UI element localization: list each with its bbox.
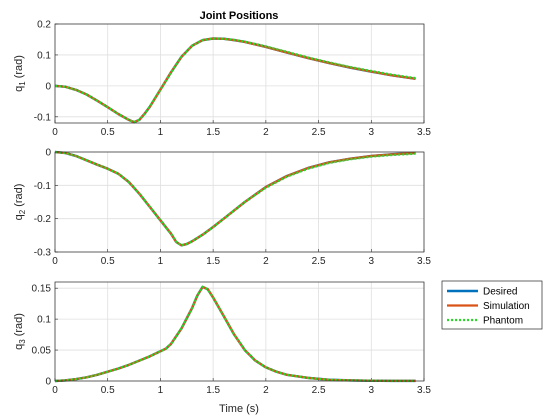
legend-label-phantom: Phantom <box>483 316 523 327</box>
legend: Desired Simulation Phantom <box>441 280 543 330</box>
x-tick-label: 0 <box>52 256 58 267</box>
x-tick-label: 2 <box>263 385 269 396</box>
legend-label-simulation: Simulation <box>483 301 530 312</box>
axes-box <box>54 151 425 253</box>
y-axis-label: q1 (rad) <box>13 55 27 92</box>
x-tick-label: 0 <box>52 127 58 138</box>
x-tick-label: 3 <box>369 385 375 396</box>
x-tick-label: 1 <box>158 127 164 138</box>
legend-label-desired: Desired <box>483 287 517 298</box>
x-tick-label: 2.5 <box>312 127 326 138</box>
y-tick-label: 0.05 <box>32 346 52 357</box>
x-tick-label: 2 <box>263 256 269 267</box>
x-tick-label: 1 <box>158 256 164 267</box>
y-tick-label: 0 <box>45 148 51 159</box>
subplot-q2: 0 0.5 1 1.5 2 2.5 3 3.5 0 -0.1 -0.2 -0.3 q2 (rad) <box>13 148 431 268</box>
x-axis-label: Time (s) <box>219 403 259 415</box>
x-tick-label: 1.5 <box>206 385 220 396</box>
y-axis-label: q2 (rad) <box>13 184 27 221</box>
x-tick-label: 3.5 <box>417 256 431 267</box>
x-tick-label: 2.5 <box>312 256 326 267</box>
x-tick-label: 1 <box>158 385 164 396</box>
x-tick-label: 3.5 <box>417 127 431 138</box>
axes-box <box>54 23 425 124</box>
plot-area <box>55 152 424 252</box>
y-tick-label: 0.15 <box>32 284 52 295</box>
x-tick-label: 3 <box>369 256 375 267</box>
x-tick-label: 0.5 <box>101 385 115 396</box>
x-tick-label: 1.5 <box>206 256 220 267</box>
x-tick-label: 0.5 <box>101 127 115 138</box>
series-line-simulation-q2 <box>55 150 416 247</box>
series-line-phantom-q1 <box>55 37 416 124</box>
y-axis-label: q3 (rad) <box>13 313 27 350</box>
plot-area <box>55 282 424 381</box>
series-line-phantom-q3 <box>55 285 416 383</box>
x-tick-label: 3.5 <box>417 385 431 396</box>
chart-title: Joint Positions <box>200 10 279 22</box>
subplot-q3: 0 0.5 1 1.5 2 2.5 3 3.5 0.15 0.1 0.05 0 q3 (rad) <box>13 281 431 396</box>
x-tick-label: 2.5 <box>312 385 326 396</box>
y-tick-label: -0.3 <box>34 248 52 259</box>
y-tick-label: 0 <box>45 81 51 92</box>
y-tick-label: -0.2 <box>34 214 52 225</box>
x-tick-label: 1.5 <box>206 127 220 138</box>
x-tick-label: 3 <box>369 127 375 138</box>
y-tick-label: 0.1 <box>37 50 51 61</box>
x-tick-label: 2 <box>263 127 269 138</box>
y-tick-label: -0.1 <box>34 181 52 192</box>
subplot-q1: 0 0.5 1 1.5 2 2.5 3 3.50.20.10-0.1q1 (rad) <box>13 20 431 139</box>
x-tick-label: 0 <box>52 385 58 396</box>
y-tick-label: 0.1 <box>37 315 51 326</box>
y-tick-label: 0 <box>45 377 51 388</box>
y-tick-label: 0.2 <box>37 20 51 31</box>
x-tick-label: 0.5 <box>101 256 115 267</box>
axes-box <box>54 281 425 382</box>
y-tick-label: -0.1 <box>34 112 52 123</box>
